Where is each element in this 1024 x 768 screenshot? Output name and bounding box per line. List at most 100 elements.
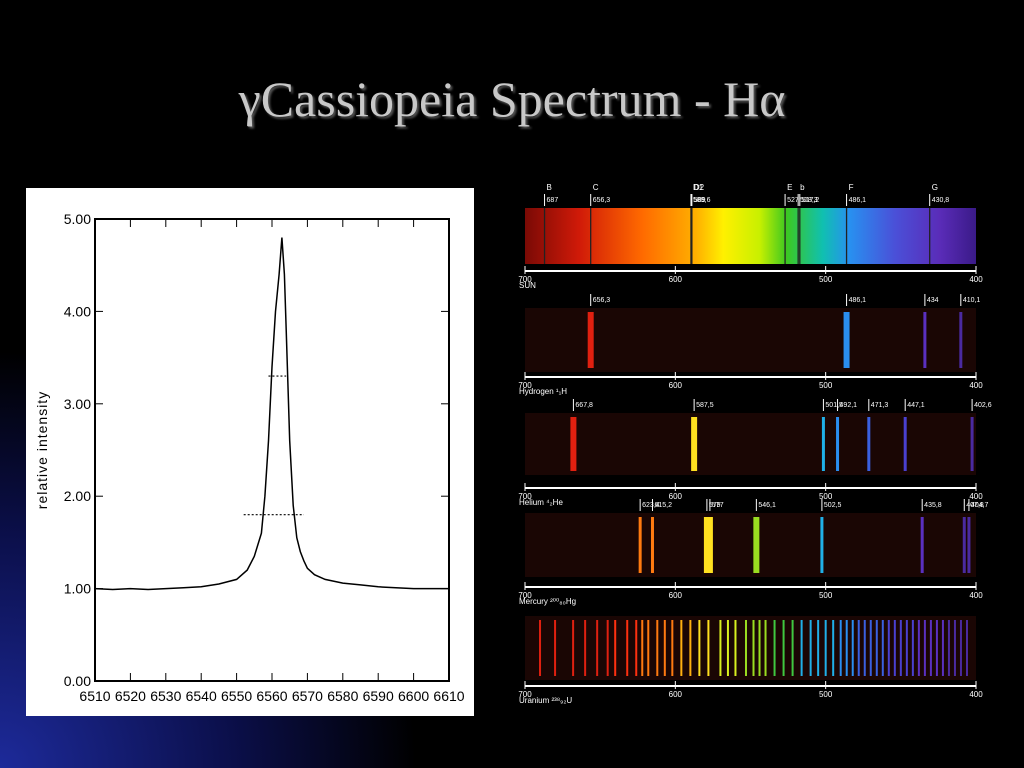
emission-line <box>947 620 950 676</box>
line-wavelength-label: 492,1 <box>840 402 858 409</box>
line-wavelength-label: 518,3 <box>800 197 818 204</box>
line-wavelength-label: 656,3 <box>593 197 611 204</box>
emission-line <box>626 620 629 676</box>
slide-title: γCassiopeia Spectrum - Hα <box>238 71 786 127</box>
emission-line <box>596 620 599 676</box>
emission-line <box>893 620 896 676</box>
line-wavelength-label: 486,1 <box>849 197 867 204</box>
line-wavelength-label: 589 <box>694 197 706 204</box>
emission-strip-background <box>525 413 976 475</box>
emission-line <box>584 620 587 676</box>
line-wavelength-label: 447,1 <box>907 402 925 409</box>
axis-tick-label: 400 <box>969 690 983 699</box>
line-wavelength-label: 435,8 <box>924 502 942 509</box>
line-wavelength-label: 577 <box>712 502 724 509</box>
emission-line <box>899 620 902 676</box>
x-tick-label: 6610 <box>433 688 464 704</box>
emission-line <box>905 620 908 676</box>
intensity-chart: 6510 6520 6530 6540 6550 6560 6570 6580 6590 6600… <box>34 211 465 704</box>
emission-line <box>791 620 794 676</box>
emission-line <box>606 620 609 676</box>
emission-strip-background <box>525 308 976 372</box>
axis-tick-label: 600 <box>669 690 683 699</box>
line-wavelength-label: 589,6 <box>693 197 711 204</box>
emission-line <box>935 620 938 676</box>
emission-line <box>967 517 971 573</box>
line-wavelength-label: 402,6 <box>974 402 992 409</box>
fraunhofer-letter: G <box>932 183 938 192</box>
axis-tick-label: 500 <box>819 591 833 600</box>
emission-line <box>638 517 642 573</box>
y-tick-label: 2.00 <box>64 488 91 504</box>
axis-tick-label: 700 <box>518 381 532 390</box>
emission-line <box>923 620 926 676</box>
emission-line <box>959 312 963 368</box>
emission-line <box>836 417 840 471</box>
emission-line <box>843 312 850 368</box>
emission-line <box>614 620 617 676</box>
emission-line <box>572 620 575 676</box>
emission-line <box>703 517 710 573</box>
emission-line <box>691 417 698 471</box>
plot-frame <box>94 218 450 682</box>
axis-tick-label: 700 <box>518 591 532 600</box>
fraunhofer-letter: C <box>593 183 599 192</box>
x-tick-label: 6520 <box>115 688 146 704</box>
x-tick-label: 6580 <box>327 688 358 704</box>
emission-line <box>929 620 932 676</box>
line-wavelength-label: 502,5 <box>824 502 842 509</box>
y-tick-label: 1.00 <box>64 581 91 597</box>
line-wavelength-label: 667,8 <box>575 402 593 409</box>
emission-line <box>845 620 848 676</box>
x-tick-label: 6550 <box>221 688 252 704</box>
emission-line <box>800 620 803 676</box>
emission-line <box>539 620 542 676</box>
emission-line <box>782 620 785 676</box>
emission-line <box>965 620 968 676</box>
axis-tick-label: 700 <box>518 690 532 699</box>
emission-line <box>570 417 577 471</box>
y-tick-label: 0.00 <box>64 673 91 689</box>
line-wavelength-label: 615,2 <box>654 502 672 509</box>
emission-line <box>867 417 871 471</box>
y-tick-label: 4.00 <box>64 303 91 319</box>
line-wavelength-label: 434 <box>927 297 939 304</box>
emission-line <box>953 620 956 676</box>
emission-line <box>881 620 884 676</box>
y-axis-label: relative intensity <box>34 391 50 509</box>
emission-line <box>671 620 674 676</box>
line-wavelength-label: 517,2 <box>802 197 820 204</box>
line-wavelength-label: 501,5 <box>825 402 843 409</box>
emission-line <box>758 620 761 676</box>
emission-line <box>744 620 747 676</box>
emission-line <box>851 620 854 676</box>
axis-tick-label: 600 <box>669 381 683 390</box>
emission-line <box>641 620 644 676</box>
emission-line <box>698 620 701 676</box>
emission-line <box>863 620 866 676</box>
emission-line <box>719 620 722 676</box>
strip-name: Hydrogen ¹₁H <box>519 387 567 396</box>
fraunhofer-letter: B <box>547 183 552 192</box>
emission-line <box>959 620 962 676</box>
emission-line <box>970 417 974 471</box>
axis-tick-label: 700 <box>518 275 532 284</box>
axis-tick-label: 400 <box>969 591 983 600</box>
emission-line <box>911 620 914 676</box>
emission-line <box>689 620 692 676</box>
emission-line <box>887 620 890 676</box>
emission-line <box>962 517 966 573</box>
emission-line <box>809 620 812 676</box>
emission-line <box>650 517 654 573</box>
line-wavelength-label: 404,7 <box>971 502 989 509</box>
line-wavelength-label: 579 <box>709 502 721 509</box>
emission-line <box>820 517 824 573</box>
emission-line <box>917 620 920 676</box>
fraunhofer-letter: F <box>849 183 854 192</box>
fraunhofer-letter: D1 <box>693 183 704 192</box>
emission-line <box>707 620 710 676</box>
emission-line <box>663 620 666 676</box>
x-tick-label: 6510 <box>79 688 110 704</box>
emission-line <box>821 417 825 471</box>
axis-tick-label: 600 <box>669 591 683 600</box>
